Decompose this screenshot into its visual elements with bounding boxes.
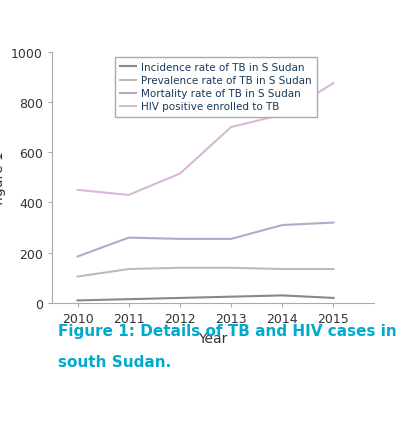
Incidence rate of TB in S Sudan	[280, 293, 285, 298]
Incidence rate of TB in S Sudan	[229, 294, 234, 300]
Mortality rate of TB in S Sudan	[331, 220, 336, 226]
Line: Prevalence rate of TB in S Sudan: Prevalence rate of TB in S Sudan	[78, 268, 334, 277]
HIV positive enrolled to TB	[75, 188, 80, 193]
Mortality rate of TB in S Sudan	[75, 254, 80, 259]
X-axis label: Year: Year	[198, 331, 228, 345]
Incidence rate of TB in S Sudan	[331, 296, 336, 301]
Mortality rate of TB in S Sudan	[229, 237, 234, 242]
Line: Mortality rate of TB in S Sudan: Mortality rate of TB in S Sudan	[78, 223, 334, 257]
HIV positive enrolled to TB	[331, 81, 336, 87]
Y-axis label: figure 1: figure 1	[0, 151, 5, 205]
Mortality rate of TB in S Sudan	[126, 236, 131, 241]
Incidence rate of TB in S Sudan	[178, 296, 183, 301]
Incidence rate of TB in S Sudan	[75, 298, 80, 304]
Text: south Sudan.: south Sudan.	[58, 355, 172, 370]
Line: HIV positive enrolled to TB: HIV positive enrolled to TB	[78, 84, 334, 195]
Prevalence rate of TB in S Sudan	[280, 267, 285, 272]
Prevalence rate of TB in S Sudan	[229, 265, 234, 271]
HIV positive enrolled to TB	[126, 193, 131, 198]
Text: Figure 1: Details of TB and HIV cases in: Figure 1: Details of TB and HIV cases in	[58, 323, 397, 338]
HIV positive enrolled to TB	[229, 125, 234, 131]
Legend: Incidence rate of TB in S Sudan, Prevalence rate of TB in S Sudan, Mortality rat: Incidence rate of TB in S Sudan, Prevale…	[115, 58, 317, 117]
Mortality rate of TB in S Sudan	[280, 223, 285, 228]
Prevalence rate of TB in S Sudan	[331, 267, 336, 272]
Prevalence rate of TB in S Sudan	[75, 274, 80, 279]
HIV positive enrolled to TB	[178, 172, 183, 177]
HIV positive enrolled to TB	[280, 113, 285, 118]
Prevalence rate of TB in S Sudan	[178, 265, 183, 271]
Line: Incidence rate of TB in S Sudan: Incidence rate of TB in S Sudan	[78, 296, 334, 301]
Incidence rate of TB in S Sudan	[126, 297, 131, 302]
Mortality rate of TB in S Sudan	[178, 237, 183, 242]
Prevalence rate of TB in S Sudan	[126, 267, 131, 272]
